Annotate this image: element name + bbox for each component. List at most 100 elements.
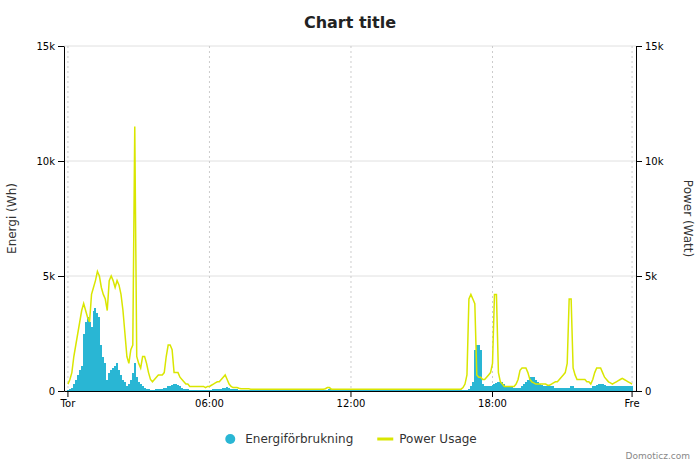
- x-tick-label: 12:00: [337, 398, 366, 409]
- plot-area: Tor06:0012:0018:00Fre05k10k15k05k10k15kE…: [5, 41, 695, 409]
- bar: [411, 390, 413, 391]
- bar: [523, 384, 525, 391]
- bar: [423, 390, 425, 391]
- bar: [372, 390, 374, 391]
- bar: [413, 390, 415, 391]
- bar: [381, 390, 383, 391]
- bar: [264, 390, 266, 391]
- bar: [368, 390, 370, 391]
- bar: [464, 390, 466, 391]
- bar: [438, 390, 440, 391]
- bar: [238, 390, 240, 391]
- bar: [262, 390, 264, 391]
- bar: [267, 390, 269, 391]
- bar: [531, 377, 533, 391]
- bar: [287, 390, 289, 391]
- bar: [387, 390, 389, 391]
- y-tick: 15k: [36, 41, 64, 52]
- bar: [301, 390, 303, 391]
- bar-series: [67, 308, 633, 391]
- bar: [89, 322, 91, 391]
- bar: [303, 390, 305, 391]
- bar: [535, 380, 537, 392]
- x-tick-mark: [350, 391, 351, 397]
- bar: [340, 390, 342, 391]
- bar: [385, 390, 387, 391]
- bar: [539, 384, 541, 391]
- bar: [163, 388, 165, 391]
- bar: [448, 390, 450, 391]
- bar: [429, 390, 431, 391]
- bar: [179, 386, 181, 391]
- bar: [419, 390, 421, 391]
- bar: [187, 389, 189, 391]
- bar: [291, 390, 293, 391]
- bar: [547, 386, 549, 391]
- bar: [171, 385, 173, 391]
- bar: [570, 386, 572, 391]
- y2-tick: 10k: [636, 156, 664, 167]
- x-tick-label: 18:00: [478, 398, 507, 409]
- bar: [277, 390, 279, 391]
- y2-tick-mark: [636, 276, 642, 277]
- bar: [222, 388, 224, 391]
- bar: [322, 390, 324, 391]
- x-grid-line: [632, 46, 633, 391]
- bar: [126, 386, 128, 391]
- bar: [613, 386, 615, 391]
- bar: [96, 313, 98, 391]
- y-grid-line: [64, 276, 636, 277]
- bar: [75, 380, 77, 392]
- bar: [596, 385, 598, 391]
- bar: [197, 390, 199, 391]
- legend-item: Energiförbrukning: [225, 432, 353, 446]
- bar: [236, 389, 238, 391]
- bar: [549, 386, 551, 391]
- bar: [378, 390, 380, 391]
- bar: [619, 386, 621, 391]
- bar: [159, 389, 161, 391]
- bar: [374, 390, 376, 391]
- bar: [228, 388, 230, 391]
- bar: [474, 350, 476, 391]
- bar: [401, 390, 403, 391]
- bar: [167, 386, 169, 391]
- chart-svg: Tor06:0012:0018:00Fre05k10k15k05k10k15kE…: [0, 0, 700, 467]
- bar: [250, 390, 252, 391]
- bar: [124, 382, 126, 391]
- x-grid-line: [350, 46, 351, 391]
- bar: [580, 388, 582, 391]
- bar: [525, 382, 527, 391]
- bar: [615, 386, 617, 391]
- y-tick-label: 5k: [43, 271, 55, 282]
- bar: [173, 384, 175, 391]
- bar: [564, 388, 566, 391]
- bar: [275, 390, 277, 391]
- y2-tick-label: 10k: [645, 156, 664, 167]
- bar: [450, 390, 452, 391]
- bar: [492, 385, 494, 391]
- bar: [169, 386, 171, 391]
- bar: [440, 390, 442, 391]
- bar: [456, 390, 458, 391]
- x-tick-label: Fre: [625, 398, 640, 409]
- bar: [629, 386, 631, 391]
- bar: [433, 390, 435, 391]
- bar: [309, 390, 311, 391]
- x-axis: Tor06:0012:0018:00Fre: [60, 391, 640, 409]
- bar: [181, 388, 183, 391]
- bar: [354, 390, 356, 391]
- y2-tick-label: 5k: [645, 271, 657, 282]
- bar: [397, 390, 399, 391]
- bar: [175, 384, 177, 391]
- bar: [244, 390, 246, 391]
- bar: [210, 390, 212, 391]
- y2-tick-mark: [636, 46, 642, 47]
- bar: [177, 385, 179, 391]
- bar: [493, 384, 495, 391]
- bar: [122, 380, 124, 392]
- bar: [421, 390, 423, 391]
- bar: [592, 386, 594, 391]
- bar: [360, 390, 362, 391]
- x-tick-mark: [632, 391, 633, 397]
